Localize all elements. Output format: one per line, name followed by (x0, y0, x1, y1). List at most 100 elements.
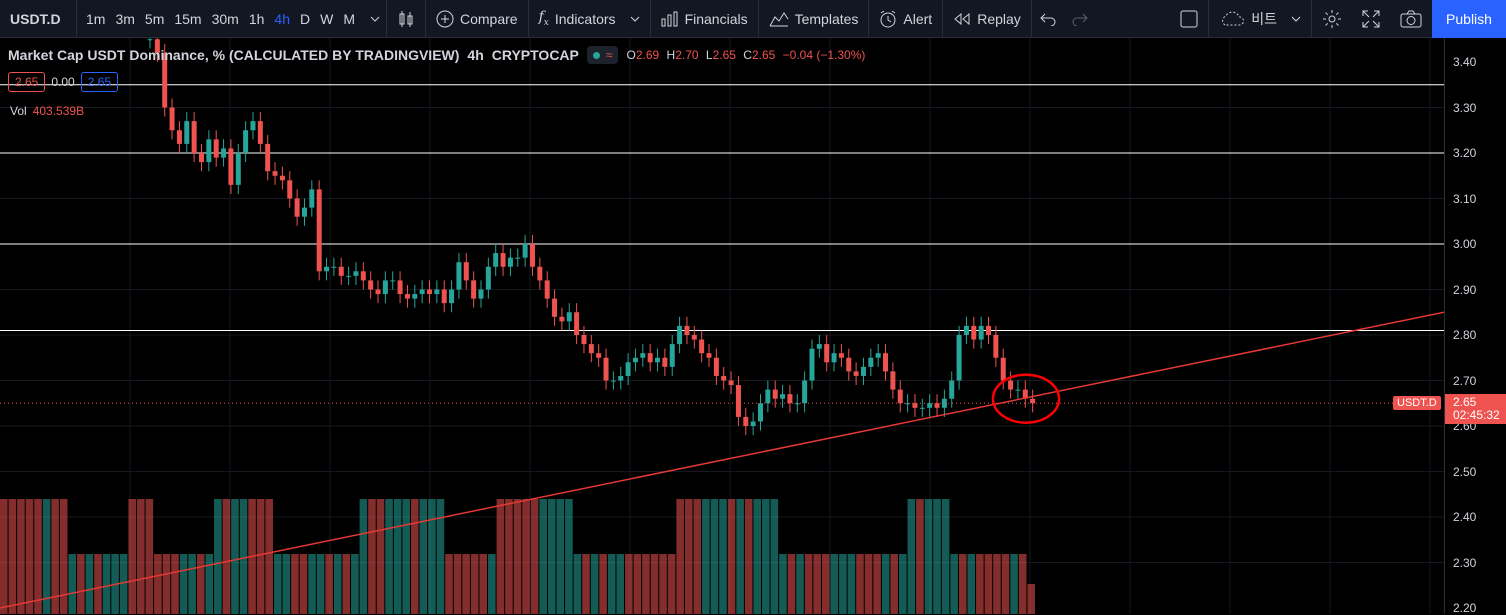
volume-bar (436, 499, 445, 614)
interval-3m[interactable]: 3m (115, 10, 135, 27)
volume-bar (256, 499, 265, 614)
candle-body (427, 289, 433, 295)
redo-button[interactable] (1064, 0, 1096, 38)
wave-icon: ≈ (605, 48, 613, 62)
volume-bar (188, 554, 196, 614)
divider (1311, 0, 1312, 38)
candle-body (684, 325, 690, 335)
candle-body (147, 39, 153, 41)
publish-button[interactable]: Publish (1432, 0, 1506, 38)
candle-body (434, 289, 440, 295)
candle-body (257, 121, 263, 144)
price-axis[interactable]: 3.40 3.30 3.20 3.10 3.00 2.90 2.80 2.70 2.60 2.50… (1444, 38, 1506, 615)
symbol-search[interactable]: USDT.D (10, 10, 61, 27)
volume-bar (8, 499, 17, 614)
low-value: 2.65 (712, 48, 736, 62)
divider (868, 0, 870, 38)
chart-type-button[interactable] (387, 0, 425, 38)
change-value: −0.04 (−1.30%) (782, 48, 866, 62)
symbol-title: Market Cap USDT Dominance, % (CALCULATED… (8, 47, 460, 63)
candle-body (235, 153, 241, 185)
volume-bar (804, 554, 813, 614)
candle-body (1000, 357, 1006, 381)
candle-body (978, 325, 984, 340)
interval-w[interactable]: W (320, 10, 334, 27)
current-price-label: 2.65 02:45:32 (1445, 394, 1506, 424)
candle-body (243, 130, 249, 153)
volume-bar (1027, 584, 1035, 614)
candle-body (382, 280, 388, 295)
snapshot-button[interactable] (1390, 0, 1432, 38)
volume-bar (796, 554, 804, 614)
candle-body (456, 262, 462, 290)
fullscreen-button[interactable] (1352, 0, 1390, 38)
legend-exchange: CRYPTOCAP (491, 47, 579, 63)
interval-5m[interactable]: 5m (144, 10, 165, 27)
top-toolbar: USDT.D 1m 3m 5m 15m 30m 1h 4h D W M Compare fx In… (0, 0, 1506, 38)
undo-button[interactable] (1032, 0, 1064, 38)
sell-price-button[interactable]: 2.65 (8, 72, 46, 92)
divider (649, 0, 651, 38)
price-tick: 2.30 (1453, 555, 1477, 570)
volume-bar (736, 499, 744, 614)
volume-bar (196, 554, 205, 614)
interval-15m[interactable]: 15m (174, 10, 202, 27)
alert-button[interactable]: Alert (869, 0, 942, 38)
volume-bar (119, 554, 128, 614)
candle-body (228, 148, 234, 185)
volume-bar (779, 554, 787, 614)
volume-bar (299, 554, 308, 614)
interval-1m[interactable]: 1m (86, 10, 106, 27)
indicators-button[interactable]: fx Indicators (529, 0, 650, 38)
candle-body (176, 130, 182, 144)
volume-bar (958, 554, 967, 614)
candle-body (993, 335, 999, 358)
price-chart[interactable] (0, 38, 1444, 614)
volume-value: 403.539B (32, 104, 85, 118)
replay-button[interactable]: Replay (943, 0, 1031, 38)
candle-body (956, 335, 962, 381)
layout-name: 비트 (1251, 10, 1277, 27)
buy-price-button[interactable]: 2.65 (80, 72, 119, 92)
candle-body (522, 244, 528, 258)
candle-body (1022, 389, 1028, 399)
volume-bar (710, 499, 719, 614)
candle-body (154, 39, 160, 53)
layout-save-button[interactable]: 비트 (1209, 0, 1311, 38)
highlight-circle (991, 373, 1061, 424)
interval-dropdown[interactable] (364, 0, 386, 38)
interval-1h[interactable]: 1h (248, 10, 265, 27)
volume-bar (633, 554, 642, 614)
interval-30m[interactable]: 30m (211, 10, 239, 27)
volume-bar (308, 554, 316, 614)
candle-body (662, 357, 668, 367)
volume-legend: Vol 403.539B (10, 104, 84, 118)
volume-bar (51, 499, 59, 614)
candle-body (250, 121, 256, 131)
candle-body (735, 385, 741, 417)
symbol-price-label: USDT.D (1393, 396, 1441, 410)
replay-label: Replay (977, 10, 1021, 27)
candle-body (625, 362, 631, 376)
volume-bar (470, 554, 479, 614)
candle-body (927, 403, 933, 408)
volume-bar (0, 499, 8, 614)
candle-body (706, 353, 712, 358)
volume-bar (376, 499, 385, 614)
interval-d[interactable]: D (299, 10, 311, 27)
interval-m[interactable]: M (343, 10, 355, 27)
financials-button[interactable]: Financials (651, 0, 758, 38)
settings-button[interactable] (1312, 0, 1352, 38)
fullscreen-layout-button[interactable] (1170, 0, 1208, 38)
volume-bar (136, 499, 145, 614)
compare-button[interactable]: Compare (426, 0, 528, 38)
templates-button[interactable]: Templates (759, 0, 869, 38)
market-status-pill[interactable]: ≈ (586, 46, 619, 64)
interval-4h[interactable]: 4h (274, 10, 290, 27)
candle-body (816, 344, 822, 349)
volume-bar (85, 554, 94, 614)
divider (76, 0, 77, 38)
plus-circle-icon (436, 10, 454, 27)
cloud-icon (1222, 11, 1245, 25)
volume-bar (428, 499, 436, 614)
